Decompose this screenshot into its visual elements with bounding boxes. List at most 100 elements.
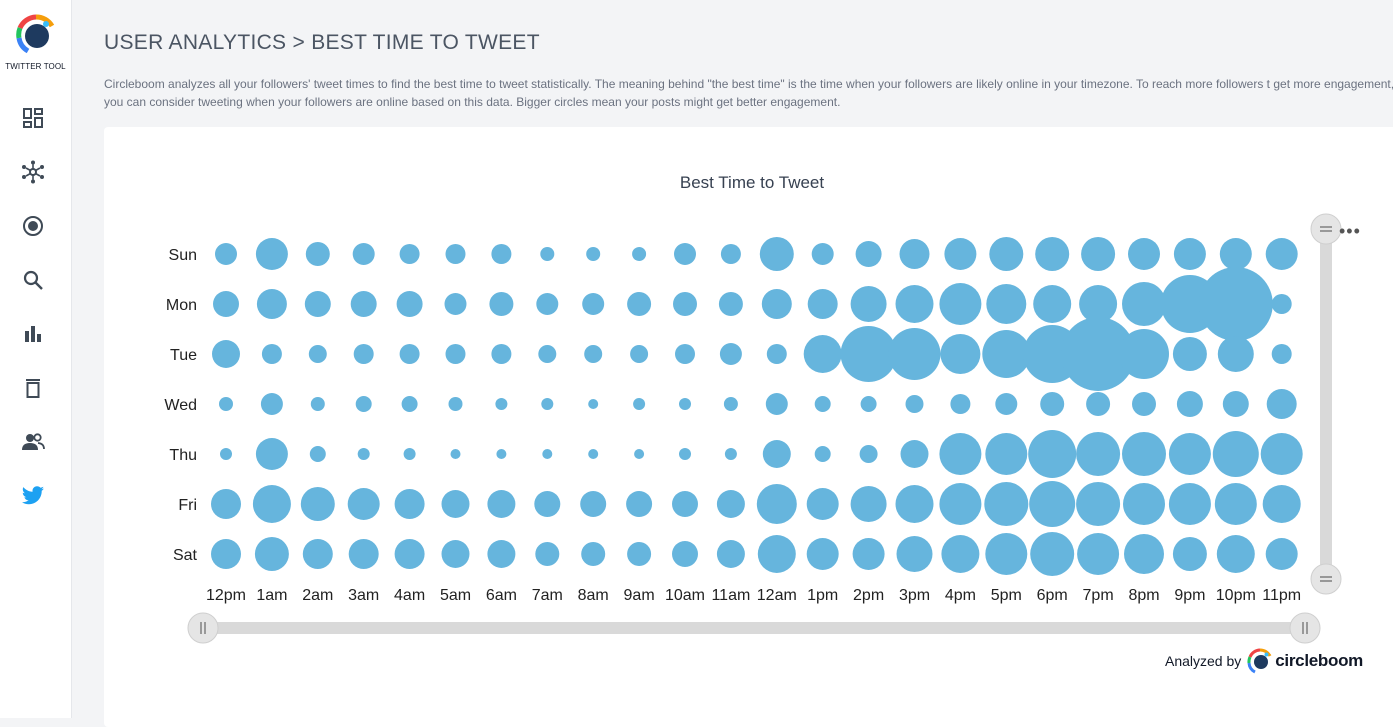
sidebar-item-search[interactable] <box>17 264 49 296</box>
bubble <box>1122 432 1166 476</box>
bubble <box>213 291 239 317</box>
app-logo[interactable]: TWITTER TOOL <box>0 14 71 71</box>
bubble <box>675 344 695 364</box>
bubble <box>394 489 425 519</box>
hour-label: 4am <box>394 587 425 604</box>
bubble <box>212 340 240 368</box>
bubble <box>803 335 842 373</box>
sidebar: TWITTER TOOL <box>0 0 72 718</box>
bubble <box>302 539 333 569</box>
users-icon <box>22 433 45 450</box>
bubble <box>586 247 601 261</box>
bubble <box>944 238 977 270</box>
bubble <box>495 398 508 410</box>
bubble <box>396 291 423 317</box>
network-icon <box>22 160 44 184</box>
target-icon <box>23 216 43 236</box>
bubble <box>1266 389 1297 419</box>
hour-label: 5pm <box>991 587 1022 604</box>
search-icon <box>23 270 43 290</box>
dashboard-icon <box>23 108 43 128</box>
horizontal-range-handle[interactable] <box>1289 612 1321 644</box>
bubble <box>1077 533 1120 575</box>
logo-text: TWITTER TOOL <box>5 62 66 71</box>
bubble <box>305 242 330 266</box>
hour-label: 10am <box>665 587 705 604</box>
bubble <box>348 539 379 569</box>
bubble <box>627 292 652 316</box>
sidebar-item-twitter[interactable] <box>17 480 49 512</box>
day-label: Mon <box>166 297 197 314</box>
bubble <box>352 243 375 265</box>
bubble <box>1128 238 1160 270</box>
bubble <box>888 328 941 380</box>
sidebar-item-users[interactable] <box>17 426 49 458</box>
bubble <box>541 398 554 410</box>
bubble <box>255 438 288 470</box>
bubble <box>1173 238 1206 270</box>
bubble <box>1216 535 1255 573</box>
bubble <box>1122 282 1166 326</box>
horizontal-range-handle[interactable] <box>187 612 219 644</box>
bubble <box>1132 392 1156 416</box>
bubble <box>538 345 557 363</box>
bubble <box>1123 483 1165 525</box>
vertical-range-handle[interactable] <box>1310 213 1342 245</box>
bubble <box>220 448 232 460</box>
bubble <box>679 448 691 460</box>
bubble <box>939 433 982 475</box>
sidebar-item-network[interactable] <box>17 156 49 188</box>
sidebar-item-analytics[interactable] <box>17 318 49 350</box>
vertical-range-handle[interactable] <box>1310 563 1342 595</box>
hour-label: 7pm <box>1083 587 1114 604</box>
bubble <box>720 244 741 264</box>
sidebar-item-dashboard[interactable] <box>17 102 49 134</box>
bubble <box>905 395 924 413</box>
brand-name: circleboom <box>1275 651 1363 670</box>
bubble <box>634 449 645 459</box>
bubble <box>724 448 737 460</box>
day-label: Thu <box>169 447 197 464</box>
bubble <box>310 397 325 411</box>
bubble <box>1176 391 1203 417</box>
hour-label: 5am <box>440 587 471 604</box>
bubble <box>261 344 282 364</box>
bubble <box>580 491 607 517</box>
bubble <box>588 399 599 409</box>
bubble <box>757 535 796 573</box>
bubble <box>394 539 425 569</box>
day-label: Wed <box>164 397 197 414</box>
bubble <box>489 292 514 316</box>
bubble <box>941 535 980 573</box>
chart-menu-icon[interactable]: ••• <box>1339 221 1361 241</box>
hour-label: 9pm <box>1174 587 1205 604</box>
bubble <box>399 244 420 264</box>
day-label: Fri <box>178 497 197 514</box>
bubble <box>860 396 877 412</box>
bubble <box>1079 285 1118 323</box>
sidebar-item-circles[interactable] <box>17 210 49 242</box>
bubble <box>632 247 647 261</box>
bubble <box>806 488 839 520</box>
circleboom-logo-icon <box>15 14 54 54</box>
bubble <box>982 330 1031 378</box>
bubble <box>806 538 839 570</box>
page-title: USER ANALYTICS > BEST TIME TO TWEET <box>104 31 540 54</box>
bubble <box>401 396 418 412</box>
day-label: Tue <box>170 347 197 364</box>
page-description: Circleboom analyzes all your followers' … <box>104 77 1393 109</box>
hour-label: 6am <box>486 587 517 604</box>
sidebar-item-delete[interactable] <box>17 372 49 404</box>
bubble <box>762 440 791 468</box>
bubble <box>939 483 982 525</box>
analyzed-by[interactable]: Analyzed by circleboom <box>1165 648 1363 674</box>
bubble <box>850 286 887 322</box>
bubble <box>347 488 380 520</box>
bubble <box>850 486 887 522</box>
bubble <box>814 396 831 412</box>
bubble <box>940 334 981 374</box>
bubble <box>630 345 649 363</box>
bubble <box>766 344 787 364</box>
bubble <box>353 344 374 364</box>
bubble <box>491 344 512 364</box>
